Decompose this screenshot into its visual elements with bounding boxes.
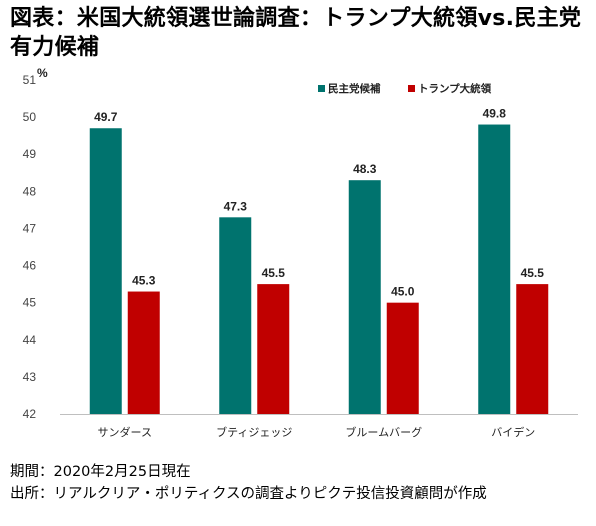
bar-trump <box>386 302 419 414</box>
legend-label: トランプ大統領 <box>418 82 492 95</box>
data-label: 49.8 <box>483 107 507 121</box>
data-label: 45.5 <box>262 266 286 280</box>
footnote-period: 期間：2020年2月25日現在 <box>10 464 191 480</box>
bar-democrat <box>478 124 511 415</box>
bar-democrat <box>89 128 122 414</box>
data-label: 45.3 <box>132 274 156 288</box>
y-tick-label: 43 <box>23 370 37 384</box>
bar-trump <box>127 291 160 414</box>
y-tick-label: 48 <box>23 184 37 198</box>
y-tick-label: 45 <box>23 296 37 310</box>
bar-trump <box>257 284 290 414</box>
x-category-label: ブルームバーグ <box>345 425 422 439</box>
y-tick-label: 46 <box>23 259 37 273</box>
legend-swatch <box>318 85 325 92</box>
y-axis-unit: % <box>37 66 48 80</box>
x-category-label: サンダース <box>98 425 152 439</box>
bar-democrat <box>348 180 381 414</box>
x-category-label: バイデン <box>491 425 535 439</box>
footnote-source: 出所：リアルクリア・ポリティクスの調査よりピクテ投信投資顧問が作成 <box>10 486 487 502</box>
bar-trump <box>516 284 549 414</box>
data-label: 45.0 <box>391 285 415 299</box>
data-label: 48.3 <box>353 162 377 176</box>
y-tick-label: 50 <box>23 110 37 124</box>
y-tick-label: 44 <box>23 333 37 347</box>
data-label: 49.7 <box>94 110 118 124</box>
y-tick-label: 47 <box>23 221 37 235</box>
y-tick-label: 42 <box>23 407 37 421</box>
y-tick-label: 51 <box>23 73 37 87</box>
data-label: 45.5 <box>521 266 545 280</box>
chart-title: 図表：米国大統領選世論調査：トランプ大統領vs.民主党有力候補 <box>10 6 582 60</box>
x-category-label: ブティジェッジ <box>216 425 292 439</box>
legend-label: 民主党候補 <box>328 82 381 95</box>
data-label: 47.3 <box>224 199 248 213</box>
bar-democrat <box>219 217 252 414</box>
legend-swatch <box>408 85 415 92</box>
y-tick-label: 49 <box>23 147 37 161</box>
